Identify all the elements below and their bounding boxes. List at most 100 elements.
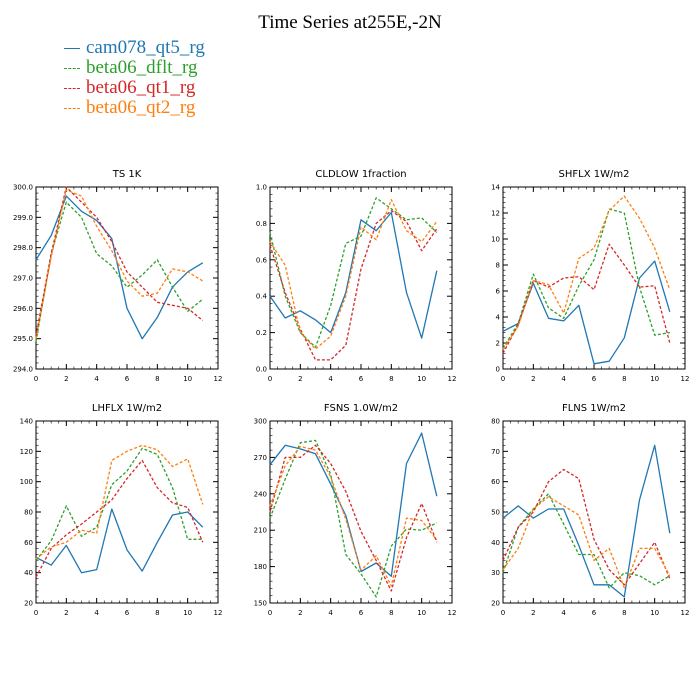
x-tick-label: 0 bbox=[268, 375, 272, 383]
x-tick-label: 8 bbox=[155, 375, 159, 383]
y-tick-label: 0.0 bbox=[256, 366, 267, 374]
x-tick-label: 6 bbox=[359, 375, 364, 383]
x-tick-label: 2 bbox=[531, 375, 535, 383]
x-tick-label: 12 bbox=[214, 375, 223, 383]
y-tick-label: 40 bbox=[24, 569, 33, 577]
panel-1: CLDLOW 1fraction 0 2 4 6 8 10 12 0.0 0.2 0.4 0.6 0.8… bbox=[256, 169, 457, 383]
chart-main-title: Time Series at255E,-2N bbox=[258, 12, 442, 33]
y-tick-label: 210 bbox=[254, 527, 267, 535]
y-tick-label: 0.2 bbox=[256, 329, 267, 337]
series-line-beta06-qt1-rg bbox=[502, 468, 671, 586]
y-tick-label: 1.0 bbox=[256, 184, 267, 192]
legend-label-cam078: cam078_qt5_rg bbox=[86, 37, 205, 58]
x-tick-label: 12 bbox=[681, 609, 690, 617]
y-tick-label: 8 bbox=[496, 262, 500, 270]
series-line-beta06-qt2-rg bbox=[269, 445, 438, 587]
y-tick-label: 30 bbox=[491, 569, 500, 577]
panel-title: FLNS 1W/m2 bbox=[562, 403, 626, 414]
y-tick-label: 100 bbox=[20, 478, 33, 486]
legend-label-qt2: beta06_qt2_rg bbox=[86, 97, 196, 118]
y-tick-label: 0.6 bbox=[256, 256, 268, 264]
x-tick-label: 2 bbox=[64, 609, 68, 617]
y-tick-label: 180 bbox=[254, 563, 267, 571]
x-tick-label: 0 bbox=[501, 609, 505, 617]
y-tick-label: 10 bbox=[491, 236, 500, 244]
x-tick-label: 6 bbox=[592, 609, 597, 617]
series-line-cam078-qt5-rg bbox=[35, 195, 204, 340]
y-tick-label: 0.8 bbox=[256, 220, 267, 228]
series-line-beta06-dflt-rg bbox=[35, 201, 204, 342]
series-line-beta06-qt1-rg bbox=[35, 459, 204, 578]
x-tick-label: 0 bbox=[34, 375, 38, 383]
y-tick-label: 140 bbox=[20, 418, 33, 426]
panel-3: LHFLX 1W/m2 0 2 4 6 8 10 12 20 40 60 80 100 120 140 bbox=[20, 403, 223, 617]
y-tick-label: 300 bbox=[254, 418, 267, 426]
y-tick-label: 60 bbox=[24, 539, 33, 547]
series-line-beta06-qt1-rg bbox=[502, 243, 671, 354]
x-tick-label: 8 bbox=[155, 609, 159, 617]
y-tick-label: 80 bbox=[24, 509, 33, 517]
y-tick-label: 297.0 bbox=[13, 275, 33, 283]
y-tick-label: 299.0 bbox=[13, 214, 33, 222]
y-tick-label: 294.0 bbox=[13, 366, 33, 374]
y-tick-label: 20 bbox=[24, 600, 33, 608]
x-tick-label: 4 bbox=[561, 375, 566, 383]
y-tick-label: 4 bbox=[496, 314, 501, 322]
y-tick-label: 120 bbox=[20, 448, 33, 456]
x-tick-label: 2 bbox=[531, 609, 535, 617]
x-tick-label: 0 bbox=[34, 609, 38, 617]
series-line-beta06-dflt-rg bbox=[35, 447, 203, 561]
x-tick-label: 12 bbox=[448, 609, 457, 617]
series-line-beta06-qt1-rg bbox=[269, 444, 438, 592]
y-tick-label: 298.0 bbox=[13, 244, 33, 252]
panel-0: TS 1K 0 2 4 6 8 10 12 294.0 295.0 296.0 297.0 298.0 2… bbox=[13, 169, 223, 383]
legend-item-qt1: beta06_qt1_rg bbox=[64, 77, 205, 98]
series-line-beta06-qt2-rg bbox=[502, 195, 671, 350]
legend-swatch-qt1 bbox=[64, 87, 80, 89]
legend-label-qt1: beta06_qt1_rg bbox=[86, 77, 196, 98]
y-tick-label: 270 bbox=[254, 454, 267, 462]
x-tick-label: 2 bbox=[298, 375, 302, 383]
panel-title: SHFLX 1W/m2 bbox=[559, 169, 630, 180]
plot-frame bbox=[502, 186, 686, 370]
panel-5: FLNS 1W/m2 0 2 4 6 8 10 12 20 30 40 50 60 70 80 bbox=[491, 403, 689, 617]
x-tick-label: 2 bbox=[298, 609, 302, 617]
x-tick-label: 8 bbox=[389, 609, 393, 617]
series-line-beta06-qt1-rg bbox=[35, 186, 204, 336]
legend-item-qt2: beta06_qt2_rg bbox=[64, 97, 205, 118]
y-tick-label: 0.4 bbox=[256, 293, 268, 301]
x-tick-label: 4 bbox=[94, 375, 99, 383]
plot-frame bbox=[269, 186, 453, 370]
x-tick-label: 4 bbox=[561, 609, 566, 617]
legend: cam078_qt5_rg beta06_dflt_rg beta06_qt1_… bbox=[64, 37, 205, 118]
series-line-beta06-dflt-rg bbox=[502, 493, 671, 589]
panel-title: FSNS 1.0W/m2 bbox=[324, 403, 398, 414]
x-tick-label: 0 bbox=[501, 375, 505, 383]
y-tick-label: 2 bbox=[496, 340, 500, 348]
series-line-cam078-qt5-rg bbox=[269, 211, 438, 339]
panel-title: TS 1K bbox=[112, 169, 142, 180]
panel-4: FSNS 1.0W/m2 0 2 4 6 8 10 12 150 180 210 240 270 300 bbox=[254, 403, 457, 617]
x-tick-label: 10 bbox=[650, 609, 659, 617]
legend-swatch-cam078 bbox=[64, 47, 80, 49]
x-tick-label: 4 bbox=[94, 609, 99, 617]
y-tick-label: 50 bbox=[491, 509, 500, 517]
series-line-cam078-qt5-rg bbox=[502, 260, 671, 365]
series-line-beta06-qt1-rg bbox=[269, 210, 438, 361]
y-tick-label: 80 bbox=[491, 418, 500, 426]
x-tick-label: 10 bbox=[183, 609, 192, 617]
y-tick-label: 295.0 bbox=[13, 335, 33, 343]
x-tick-label: 10 bbox=[650, 375, 659, 383]
x-tick-label: 8 bbox=[389, 375, 393, 383]
series-line-cam078-qt5-rg bbox=[35, 508, 204, 574]
y-tick-label: 296.0 bbox=[13, 305, 33, 313]
x-tick-label: 12 bbox=[448, 375, 457, 383]
series-line-cam078-qt5-rg bbox=[269, 432, 438, 577]
y-tick-label: 300.0 bbox=[13, 184, 33, 192]
x-tick-label: 8 bbox=[622, 609, 626, 617]
y-tick-label: 70 bbox=[491, 448, 500, 456]
x-tick-label: 12 bbox=[214, 609, 223, 617]
x-tick-label: 8 bbox=[622, 375, 626, 383]
series-line-beta06-dflt-rg bbox=[269, 197, 438, 348]
